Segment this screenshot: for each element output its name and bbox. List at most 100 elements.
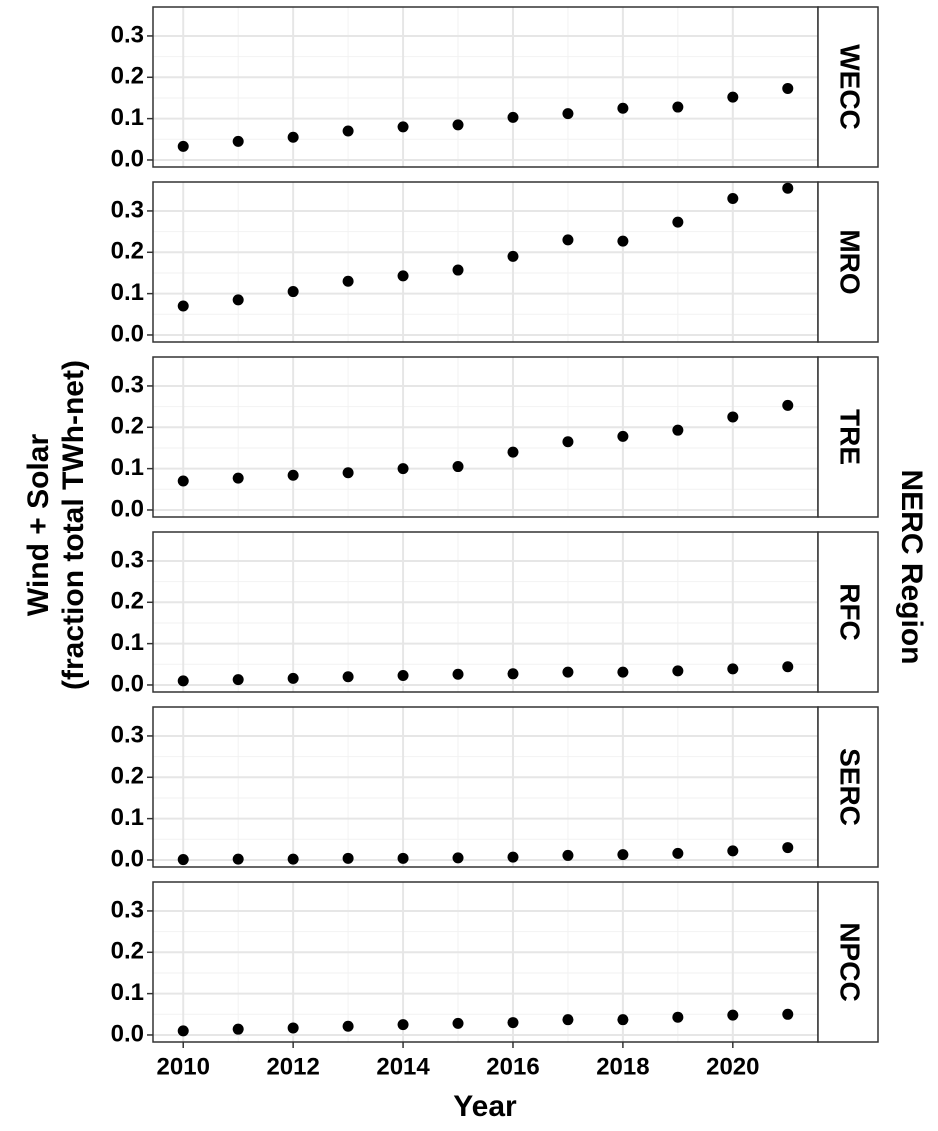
point xyxy=(232,1023,244,1035)
y-tick-label: 0.0 xyxy=(111,495,144,522)
y-tick-label: 0.1 xyxy=(111,104,144,131)
strip-label: TRE xyxy=(835,409,866,465)
point xyxy=(452,119,464,131)
point xyxy=(287,286,299,298)
point xyxy=(507,111,519,123)
point xyxy=(342,275,354,287)
point xyxy=(727,845,739,857)
y-tick-label: 0.1 xyxy=(111,279,144,306)
strip xyxy=(817,531,879,693)
point xyxy=(507,446,519,458)
y-tick-label: 0.0 xyxy=(111,670,144,697)
y-tick-label: 0.3 xyxy=(111,896,144,923)
point xyxy=(617,1014,629,1026)
panel xyxy=(153,707,818,867)
point xyxy=(452,852,464,864)
point xyxy=(232,853,244,865)
point xyxy=(672,1011,684,1023)
strip-label: MRO xyxy=(835,229,866,294)
y-tick-label: 0.2 xyxy=(111,938,144,965)
x-tick-label: 2010 xyxy=(157,1053,210,1080)
y-tick-label: 0.3 xyxy=(111,21,144,48)
y-tick-label: 0.0 xyxy=(111,145,144,172)
panel xyxy=(153,532,818,692)
point xyxy=(177,140,189,152)
point xyxy=(397,463,409,475)
point xyxy=(782,82,794,94)
strip xyxy=(817,6,879,168)
y-tick-label: 0.3 xyxy=(111,371,144,398)
strip-label: WECC xyxy=(835,44,866,130)
point xyxy=(452,1017,464,1029)
point xyxy=(507,250,519,262)
point xyxy=(397,669,409,681)
panel xyxy=(153,882,818,1042)
y-tick-label: 0.3 xyxy=(111,196,144,223)
point xyxy=(177,300,189,312)
y-tick-label: 0.2 xyxy=(111,63,144,90)
x-tick-label: 2020 xyxy=(706,1053,759,1080)
point xyxy=(452,264,464,276)
point xyxy=(287,131,299,143)
point xyxy=(562,436,574,448)
facet-axis-label: NERC Region xyxy=(895,470,928,665)
strip-label: RFC xyxy=(835,583,866,641)
panel xyxy=(153,182,818,342)
point xyxy=(562,108,574,120)
point xyxy=(287,853,299,865)
x-tick-label: 2016 xyxy=(486,1053,539,1080)
point xyxy=(287,672,299,684)
point xyxy=(397,852,409,864)
panel xyxy=(153,7,818,167)
point xyxy=(562,1014,574,1026)
point xyxy=(672,216,684,228)
x-tick-label: 2014 xyxy=(376,1053,430,1080)
y-tick-label: 0.1 xyxy=(111,454,144,481)
point xyxy=(397,121,409,133)
point xyxy=(617,666,629,678)
point xyxy=(452,668,464,680)
point xyxy=(232,674,244,686)
point xyxy=(397,270,409,282)
point xyxy=(232,294,244,306)
y-tick-label: 0.3 xyxy=(111,546,144,573)
strip xyxy=(817,356,879,518)
point xyxy=(232,135,244,147)
point xyxy=(727,91,739,103)
y-tick-label: 0.3 xyxy=(111,721,144,748)
point xyxy=(287,469,299,481)
y-tick-label: 0.1 xyxy=(111,804,144,831)
x-tick-label: 2012 xyxy=(266,1053,319,1080)
point xyxy=(507,668,519,680)
y-tick-label: 0.2 xyxy=(111,763,144,790)
panel xyxy=(153,357,818,517)
point xyxy=(177,854,189,866)
point xyxy=(617,430,629,442)
y-tick-label: 0.2 xyxy=(111,413,144,440)
point xyxy=(672,424,684,436)
point xyxy=(782,842,794,854)
point xyxy=(672,847,684,859)
y-tick-label: 0.1 xyxy=(111,629,144,656)
strip xyxy=(817,706,879,868)
strip xyxy=(817,881,879,1043)
point xyxy=(727,663,739,675)
point xyxy=(397,1019,409,1031)
point xyxy=(232,472,244,484)
y-tick-label: 0.2 xyxy=(111,588,144,615)
point xyxy=(617,102,629,114)
y-tick-label: 0.0 xyxy=(111,845,144,872)
point xyxy=(782,399,794,411)
point xyxy=(727,1009,739,1021)
strip xyxy=(817,181,879,343)
point xyxy=(342,467,354,479)
point xyxy=(177,675,189,687)
point xyxy=(177,1025,189,1037)
strip-label: SERC xyxy=(835,748,866,826)
point xyxy=(507,851,519,863)
point xyxy=(617,235,629,247)
point xyxy=(727,411,739,423)
point xyxy=(782,182,794,194)
strip-label: NPCC xyxy=(835,922,866,1001)
